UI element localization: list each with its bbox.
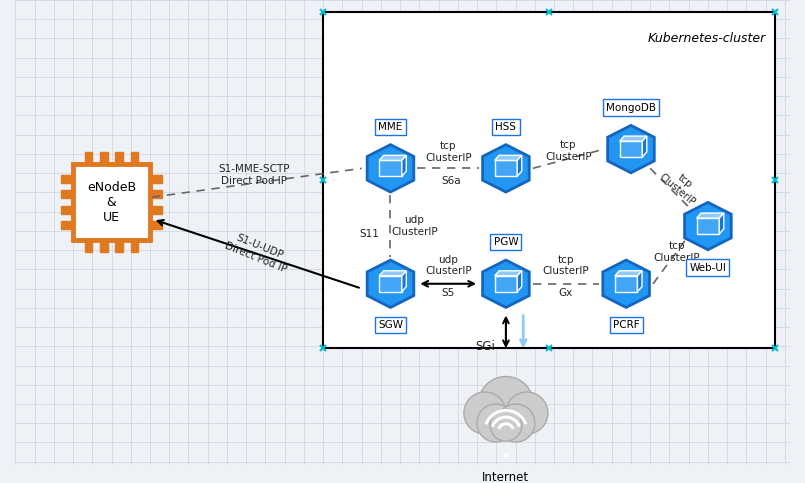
- Text: S6a: S6a: [441, 176, 461, 186]
- Polygon shape: [684, 202, 731, 250]
- Text: Web-UI: Web-UI: [689, 263, 726, 272]
- Text: PCRF: PCRF: [613, 320, 639, 330]
- Bar: [150, 175, 162, 183]
- Polygon shape: [402, 156, 407, 176]
- Bar: [130, 241, 138, 252]
- Polygon shape: [615, 276, 638, 292]
- Text: HSS: HSS: [495, 122, 516, 132]
- Polygon shape: [367, 260, 414, 308]
- Text: tcp
ClusterIP: tcp ClusterIP: [658, 163, 704, 208]
- Polygon shape: [379, 160, 402, 176]
- Polygon shape: [608, 126, 654, 173]
- Bar: [115, 152, 123, 164]
- Bar: [61, 190, 73, 198]
- Polygon shape: [620, 136, 646, 141]
- Text: SGW: SGW: [378, 320, 403, 330]
- Text: tcp
ClusterIP: tcp ClusterIP: [545, 140, 592, 162]
- Text: SGi: SGi: [475, 340, 495, 353]
- Text: Kubernetes-cluster: Kubernetes-cluster: [647, 32, 766, 45]
- Text: tcp
ClusterIP: tcp ClusterIP: [543, 255, 589, 276]
- Text: udp
ClusterIP: udp ClusterIP: [425, 255, 472, 276]
- Polygon shape: [482, 144, 529, 192]
- Polygon shape: [482, 260, 529, 308]
- Text: PGW: PGW: [493, 237, 518, 247]
- Text: tcp
ClusterIP: tcp ClusterIP: [654, 241, 700, 263]
- Circle shape: [497, 404, 535, 442]
- Bar: [115, 241, 123, 252]
- Polygon shape: [620, 141, 642, 157]
- Polygon shape: [719, 213, 724, 234]
- Bar: [61, 206, 73, 213]
- Polygon shape: [603, 260, 650, 308]
- Text: udp
ClusterIP: udp ClusterIP: [391, 215, 438, 237]
- Bar: [61, 221, 73, 229]
- Polygon shape: [494, 160, 518, 176]
- Text: MongoDB: MongoDB: [606, 102, 656, 113]
- Polygon shape: [379, 271, 407, 276]
- Text: Internet: Internet: [482, 471, 530, 483]
- Text: tcp
ClusterIP: tcp ClusterIP: [425, 141, 472, 163]
- Bar: [150, 190, 162, 198]
- Text: S1-U-UDP
Direct Pod IP: S1-U-UDP Direct Pod IP: [223, 229, 292, 274]
- Bar: [100, 241, 108, 252]
- Polygon shape: [642, 136, 646, 157]
- Circle shape: [490, 409, 522, 441]
- Bar: [73, 164, 150, 241]
- Bar: [61, 175, 73, 183]
- Polygon shape: [696, 213, 724, 218]
- Polygon shape: [638, 271, 642, 292]
- Polygon shape: [615, 271, 642, 276]
- Polygon shape: [518, 156, 522, 176]
- Text: S11: S11: [359, 229, 379, 239]
- Polygon shape: [518, 271, 522, 292]
- Polygon shape: [379, 276, 402, 292]
- Polygon shape: [367, 144, 414, 192]
- Bar: [323, 12, 775, 348]
- Bar: [130, 152, 138, 164]
- Circle shape: [478, 376, 534, 431]
- Polygon shape: [402, 271, 407, 292]
- Polygon shape: [494, 156, 522, 160]
- Polygon shape: [494, 271, 522, 276]
- Circle shape: [503, 453, 508, 458]
- Text: MME: MME: [378, 122, 402, 132]
- Text: eNodeB
&
UE: eNodeB & UE: [87, 181, 136, 224]
- Bar: [100, 152, 108, 164]
- Circle shape: [506, 392, 548, 434]
- Polygon shape: [379, 156, 407, 160]
- Circle shape: [477, 404, 515, 442]
- Bar: [150, 206, 162, 213]
- Text: S5: S5: [442, 288, 455, 298]
- Bar: [85, 152, 93, 164]
- Polygon shape: [696, 218, 719, 234]
- Bar: [150, 221, 162, 229]
- Circle shape: [464, 392, 506, 434]
- Polygon shape: [494, 276, 518, 292]
- Text: Gx: Gx: [559, 288, 572, 298]
- Bar: [85, 241, 93, 252]
- Text: S1-MME-SCTP
Direct Pod IP: S1-MME-SCTP Direct Pod IP: [218, 164, 290, 186]
